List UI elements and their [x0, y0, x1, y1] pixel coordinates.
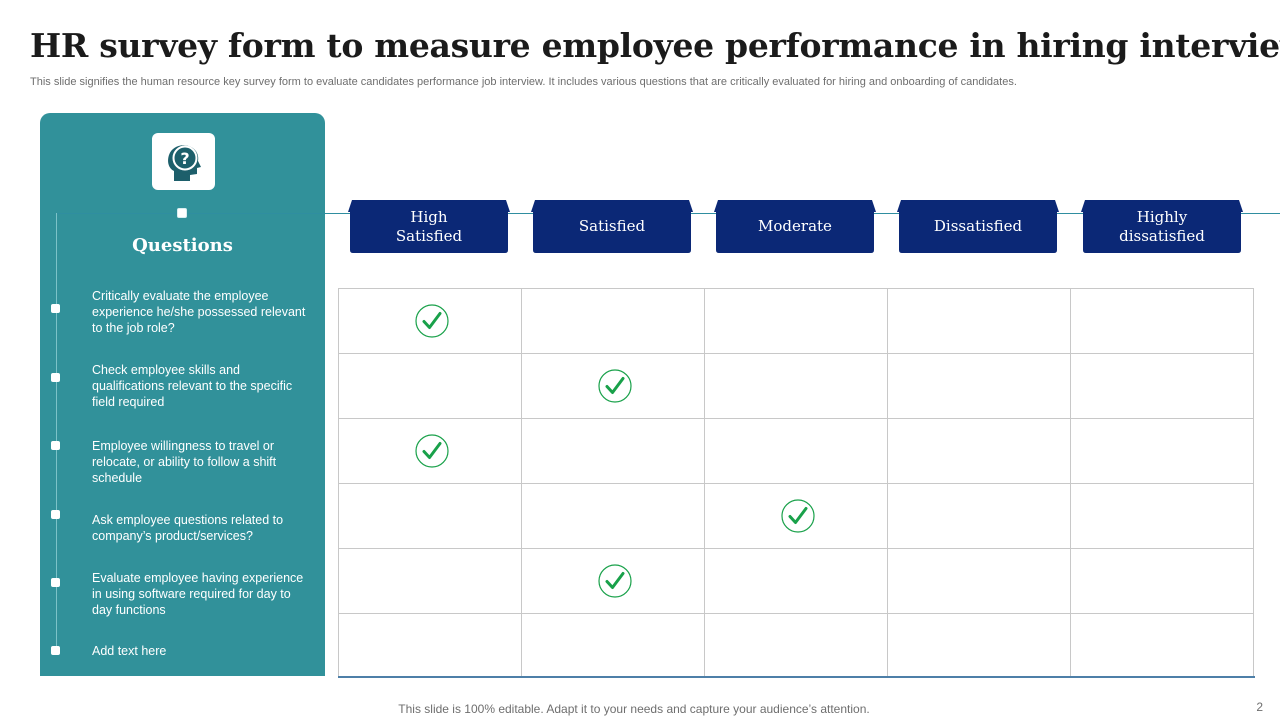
- question-item: Ask employee questions related to compan…: [92, 513, 284, 543]
- grid-cell[interactable]: [521, 483, 705, 549]
- question-item: Critically evaluate the employee experie…: [92, 289, 306, 335]
- scale-header-1: High Satisfied: [348, 200, 510, 253]
- question-icon-box: ?: [152, 133, 215, 190]
- scale-header-2: Satisfied: [531, 200, 693, 253]
- grid-cell[interactable]: [704, 548, 888, 614]
- grid-cell[interactable]: [704, 288, 888, 354]
- questions-panel: [40, 113, 325, 676]
- question-bullet: [51, 646, 60, 655]
- question-bullet: [51, 304, 60, 313]
- check-icon: [415, 434, 449, 468]
- grid-cell[interactable]: [704, 418, 888, 484]
- check-icon: [598, 369, 632, 403]
- scale-header-label: Satisfied: [578, 217, 646, 235]
- questions-heading: Questions: [132, 235, 233, 256]
- connector-node: [177, 208, 187, 218]
- grid-row: [338, 613, 1254, 678]
- rating-grid: [338, 288, 1254, 678]
- grid-cell[interactable]: [704, 483, 888, 549]
- scale-header-label: Dissatisfied: [933, 217, 1023, 235]
- scale-header-tab: [531, 200, 693, 253]
- grid-cell[interactable]: [338, 418, 522, 484]
- question-bullet: [51, 373, 60, 382]
- grid-cell[interactable]: [521, 288, 705, 354]
- question-item: Evaluate employee having experience in u…: [92, 571, 304, 617]
- scale-header-tab: [1081, 200, 1243, 253]
- grid-cell[interactable]: [1070, 288, 1254, 354]
- scale-header-4: Dissatisfied: [897, 200, 1059, 253]
- question-item: Add text here: [92, 644, 167, 658]
- scale-header-5: Highly dissatisfied: [1081, 200, 1243, 253]
- grid-cell[interactable]: [704, 613, 888, 678]
- grid-row: [338, 483, 1254, 549]
- scale-header-label: Moderate: [758, 217, 832, 235]
- question-bullet: [51, 441, 60, 450]
- grid-cell[interactable]: [887, 288, 1071, 354]
- grid-row: [338, 418, 1254, 484]
- question-item: Employee willingness to travel or reloca…: [92, 439, 277, 485]
- grid-row: [338, 548, 1254, 614]
- grid-cell[interactable]: [521, 353, 705, 419]
- grid-cell[interactable]: [521, 418, 705, 484]
- grid-cell[interactable]: [338, 288, 522, 354]
- grid-cell[interactable]: [887, 353, 1071, 419]
- question-item: Check employee skills and qualifications…: [92, 363, 293, 409]
- grid-cell[interactable]: [521, 548, 705, 614]
- grid-cell[interactable]: [887, 483, 1071, 549]
- grid-cell[interactable]: [1070, 483, 1254, 549]
- timeline-line: [56, 213, 57, 653]
- grid-cell[interactable]: [704, 353, 888, 419]
- grid-cell[interactable]: [1070, 548, 1254, 614]
- grid-cell[interactable]: [1070, 613, 1254, 678]
- scale-header-3: Moderate: [714, 200, 876, 253]
- grid-cell[interactable]: [887, 418, 1071, 484]
- grid-cell[interactable]: [1070, 418, 1254, 484]
- grid-cell[interactable]: [1070, 353, 1254, 419]
- page-title: HR survey form to measure employee perfo…: [30, 26, 1280, 65]
- grid-row: [338, 288, 1254, 354]
- grid-cell[interactable]: [338, 353, 522, 419]
- check-icon: [598, 564, 632, 598]
- page-number: 2: [1256, 700, 1263, 714]
- scale-header-label: High Satisfied: [395, 207, 463, 245]
- footer-note: This slide is 100% editable. Adapt it to…: [398, 702, 870, 716]
- svg-text:?: ?: [180, 149, 189, 168]
- grid-cell[interactable]: [338, 613, 522, 678]
- scale-header-tab: [348, 200, 510, 253]
- grid-cell[interactable]: [338, 483, 522, 549]
- page-subtitle: This slide signifies the human resource …: [30, 76, 1017, 88]
- grid-cell[interactable]: [521, 613, 705, 678]
- check-icon: [781, 499, 815, 533]
- scale-header-label: Highly dissatisfied: [1119, 207, 1205, 245]
- grid-cell[interactable]: [338, 548, 522, 614]
- grid-bottom-rule: [338, 676, 1255, 678]
- check-icon: [415, 304, 449, 338]
- head-question-icon: ?: [167, 144, 201, 181]
- grid-cell[interactable]: [887, 548, 1071, 614]
- grid-row: [338, 353, 1254, 419]
- question-bullet: [51, 578, 60, 587]
- scale-header-tab: [714, 200, 876, 253]
- scale-header-tab: [897, 200, 1059, 253]
- grid-cell[interactable]: [887, 613, 1071, 678]
- question-bullet: [51, 510, 60, 519]
